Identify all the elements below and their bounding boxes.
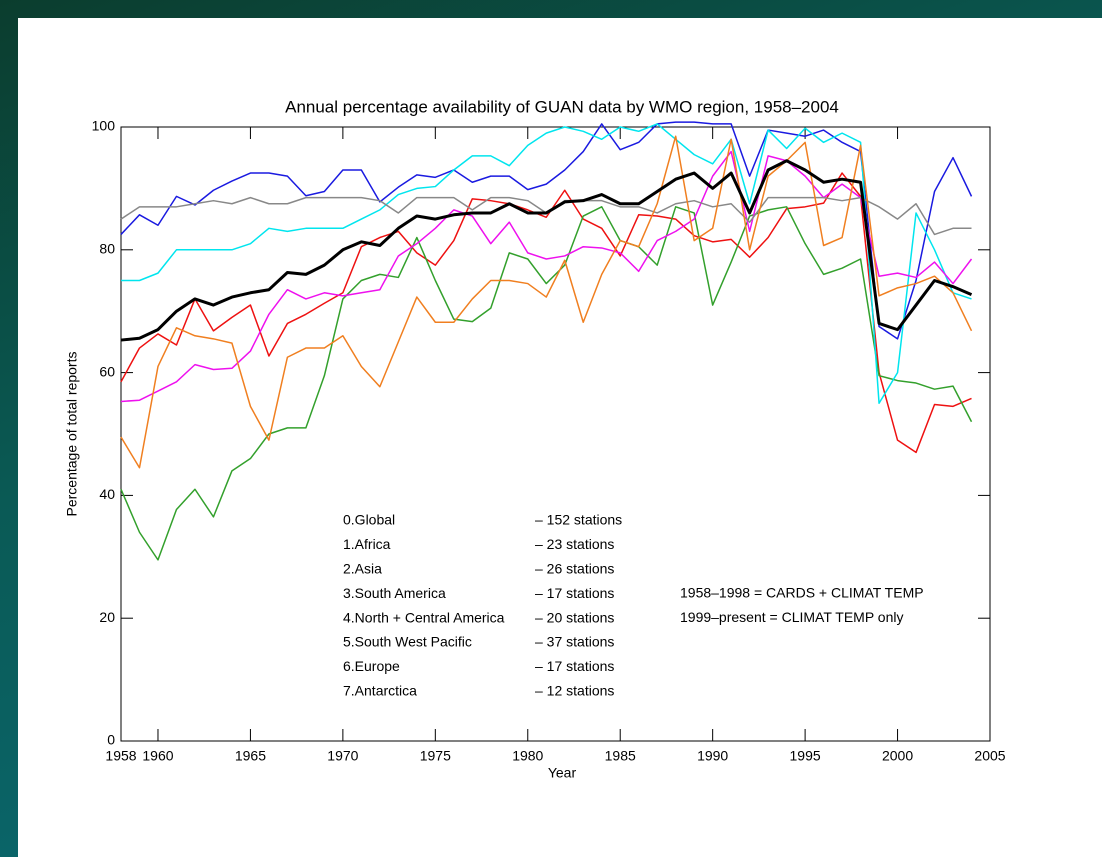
y-tick-label: 20	[99, 609, 115, 625]
legend-stations: – 12 stations	[535, 683, 614, 699]
x-tick-label: 1970	[327, 748, 358, 764]
legend-stations: – 23 stations	[535, 536, 614, 552]
series-line	[120, 206, 973, 561]
y-axis-label: Percentage of total reports	[64, 352, 80, 517]
x-tick-label: 2005	[974, 748, 1005, 764]
x-tick-label: 1965	[235, 748, 266, 764]
legend-stations: – 37 stations	[535, 634, 614, 650]
x-tick-label: 1975	[420, 748, 451, 764]
series-line	[120, 159, 973, 342]
y-tick-label: 80	[99, 241, 115, 257]
legend-label: 6.Europe	[343, 658, 400, 674]
legend-label: 2.Asia	[343, 561, 382, 577]
x-axis-label: Year	[548, 765, 577, 781]
y-tick-label: 0	[107, 732, 115, 748]
legend-stations: – 26 stations	[535, 561, 614, 577]
x-tick-label: 1995	[790, 748, 821, 764]
legend-label: 1.Africa	[343, 536, 391, 552]
legend-label: 3.South America	[343, 585, 446, 601]
series-line	[120, 150, 973, 403]
series-line	[121, 123, 972, 405]
y-tick-label: 60	[99, 363, 115, 379]
x-tick-label: 1960	[142, 748, 173, 764]
x-tick-label: 2000	[882, 748, 913, 764]
y-tick-label: 40	[99, 486, 115, 502]
legend-label: 7.Antarctica	[343, 683, 417, 699]
annotation: 1958–1998 = CARDS + CLIMAT TEMP	[680, 585, 924, 601]
x-tick-label: 1980	[512, 748, 543, 764]
y-tick-label: 100	[92, 118, 116, 134]
series-line	[120, 172, 972, 454]
x-tick-label: 1990	[697, 748, 728, 764]
series-line	[120, 121, 973, 340]
legend-stations: – 17 stations	[535, 585, 614, 601]
legend-label: 0.Global	[343, 512, 395, 528]
legend-stations: – 17 stations	[535, 658, 614, 674]
x-tick-label: 1985	[605, 748, 636, 764]
plot-frame	[120, 126, 991, 742]
legend-stations: – 152 stations	[535, 512, 622, 528]
legend-label: 5.South West Pacific	[343, 634, 472, 650]
chart-title: Annual percentage availability of GUAN d…	[285, 97, 839, 116]
annotation: 1999–present = CLIMAT TEMP only	[680, 609, 903, 625]
legend-label: 4.North + Central America	[343, 609, 505, 625]
x-tick-label: 1958	[105, 748, 136, 764]
legend-stations: – 20 stations	[535, 609, 614, 625]
series-line	[120, 135, 973, 469]
